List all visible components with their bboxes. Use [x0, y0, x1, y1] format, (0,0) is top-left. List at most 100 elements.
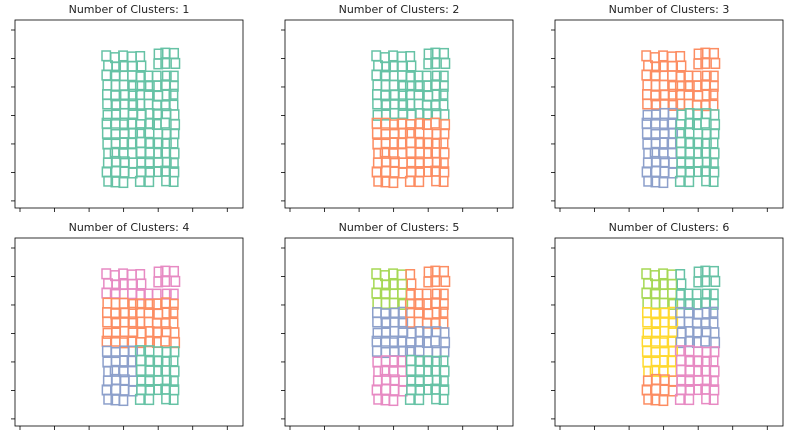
- city-block: [103, 175, 114, 187]
- city-block: [700, 117, 711, 129]
- city-block: [430, 275, 441, 287]
- city-block: [373, 393, 384, 405]
- city-block: [438, 80, 449, 92]
- city-block: [161, 89, 172, 101]
- city-block: [431, 70, 442, 82]
- city-block: [431, 288, 442, 300]
- city-block: [153, 165, 163, 178]
- city-block: [659, 337, 670, 349]
- city-block: [118, 394, 129, 407]
- city-block: [708, 375, 719, 387]
- city-block: [438, 88, 449, 100]
- city-block: [430, 335, 441, 347]
- city-block: [701, 375, 712, 387]
- city-block: [431, 157, 442, 169]
- city-block: [397, 88, 408, 100]
- city-block: [708, 80, 719, 92]
- city-block: [128, 317, 139, 329]
- city-block: [381, 279, 392, 291]
- city-block: [406, 278, 417, 290]
- panel: Number of Clusters: 3: [551, 3, 784, 212]
- city-block: [152, 108, 163, 120]
- city-block: [651, 61, 662, 73]
- city-block: [380, 90, 391, 102]
- city-block: [668, 298, 679, 310]
- city-block: [405, 119, 416, 131]
- city-block: [700, 275, 711, 287]
- city-block: [674, 393, 685, 405]
- city-block: [168, 88, 179, 100]
- city-block: [668, 99, 679, 111]
- city-block: [650, 308, 661, 320]
- city-block: [168, 306, 179, 318]
- city-block: [423, 165, 433, 178]
- city-block: [668, 80, 679, 92]
- city-block: [414, 298, 425, 310]
- city-block: [161, 70, 172, 82]
- city-block: [406, 60, 417, 72]
- city-block: [701, 70, 712, 82]
- city-block: [708, 88, 719, 100]
- panel: Number of Clusters: 1: [11, 3, 244, 212]
- city-block: [414, 80, 425, 92]
- city-block: [128, 80, 139, 92]
- city-block: [701, 288, 712, 300]
- city-block: [430, 57, 441, 69]
- city-block: [389, 137, 400, 149]
- city-block: [405, 337, 416, 349]
- city-block: [160, 335, 171, 347]
- panel: Number of Clusters: 5: [281, 221, 514, 430]
- city-block: [431, 175, 442, 187]
- city-block: [684, 175, 695, 188]
- city-block: [708, 306, 719, 318]
- city-block: [111, 61, 122, 73]
- city-block: [153, 276, 164, 288]
- city-block: [643, 175, 654, 187]
- city-block: [161, 375, 172, 387]
- city-block: [168, 175, 179, 188]
- city-block: [160, 275, 171, 287]
- city-block: [693, 276, 704, 288]
- city-block: [438, 298, 449, 310]
- city-block: [135, 337, 146, 349]
- city-block: [431, 375, 442, 387]
- city-block: [701, 393, 712, 405]
- city-block: [658, 176, 669, 189]
- city-block: [168, 393, 179, 406]
- city-block: [423, 58, 434, 70]
- city-block: [144, 175, 155, 188]
- panel-title: Number of Clusters: 4: [69, 221, 190, 234]
- city-block: [134, 298, 145, 310]
- city-block: [701, 89, 712, 101]
- city-block: [136, 278, 147, 290]
- city-block: [440, 57, 451, 69]
- city-block: [684, 393, 695, 406]
- city-block: [144, 80, 155, 92]
- city-block: [134, 80, 145, 92]
- city-block: [404, 298, 415, 310]
- city-block: [650, 90, 661, 102]
- city-block: [422, 137, 433, 149]
- city-block: [659, 355, 670, 367]
- city-block: [398, 317, 409, 329]
- city-block: [388, 176, 399, 189]
- panel-title: Number of Clusters: 2: [339, 3, 460, 16]
- city-block: [161, 307, 172, 319]
- city-block: [127, 306, 138, 318]
- city-block: [700, 335, 711, 347]
- city-block: [659, 137, 670, 149]
- city-block: [430, 117, 441, 129]
- city-block: [389, 119, 400, 131]
- city-block: [438, 175, 449, 188]
- city-block: [153, 58, 164, 70]
- city-block: [674, 80, 685, 92]
- city-block: [692, 355, 703, 367]
- city-block: [161, 175, 172, 187]
- city-block: [128, 99, 139, 111]
- city-block: [373, 175, 384, 187]
- city-block: [168, 375, 179, 387]
- city-block: [438, 393, 449, 406]
- city-block: [389, 337, 400, 349]
- panel-title: Number of Clusters: 6: [609, 221, 730, 234]
